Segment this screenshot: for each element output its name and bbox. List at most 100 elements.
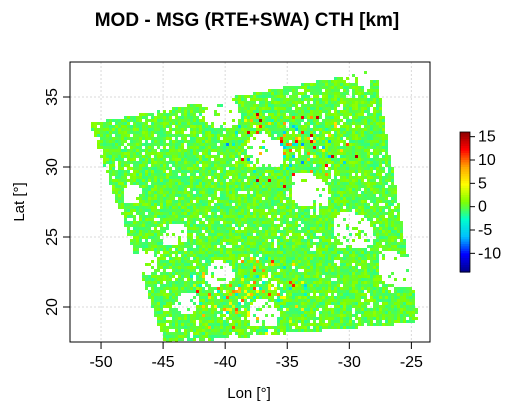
heatmap-cell xyxy=(346,167,349,170)
heatmap-cell xyxy=(298,245,301,248)
heatmap-cell xyxy=(136,122,139,125)
heatmap-cell xyxy=(370,83,373,86)
heatmap-cell xyxy=(352,140,355,143)
heatmap-cell xyxy=(316,272,319,275)
heatmap-cell xyxy=(172,122,175,125)
heatmap-cell xyxy=(352,200,355,203)
heatmap-cell xyxy=(268,173,271,176)
heatmap-cell xyxy=(145,281,148,284)
heatmap-cell xyxy=(397,215,400,218)
heatmap-cell xyxy=(373,134,376,137)
heatmap-cell xyxy=(265,227,268,230)
heatmap-cell xyxy=(259,269,262,272)
heatmap-cell xyxy=(142,212,145,215)
heatmap-cell xyxy=(343,110,346,113)
heatmap-cell xyxy=(325,125,328,128)
heatmap-cell xyxy=(265,239,268,242)
heatmap-cell xyxy=(262,191,265,194)
heatmap-cell xyxy=(376,269,379,272)
heatmap-cell xyxy=(151,152,154,155)
heatmap-cell xyxy=(289,158,292,161)
heatmap-cell xyxy=(157,263,160,266)
heatmap-cell xyxy=(292,206,295,209)
heatmap-cell xyxy=(331,218,334,221)
heatmap-cell xyxy=(262,164,265,167)
heatmap-cell xyxy=(160,203,163,206)
heatmap-cell xyxy=(97,134,100,137)
heatmap-cell xyxy=(178,200,181,203)
heatmap-cell xyxy=(217,227,220,230)
heatmap-cell xyxy=(349,146,352,149)
heatmap-cell xyxy=(160,266,163,269)
heatmap-cell xyxy=(277,224,280,227)
heatmap-cell xyxy=(289,203,292,206)
heatmap-cell xyxy=(250,251,253,254)
heatmap-cell xyxy=(349,173,352,176)
heatmap-cell xyxy=(115,185,118,188)
heatmap-cell xyxy=(142,227,145,230)
heatmap-cell xyxy=(109,176,112,179)
heatmap-cell xyxy=(232,188,235,191)
heatmap-cell xyxy=(319,137,322,140)
heatmap-cell xyxy=(130,140,133,143)
heatmap-cell xyxy=(355,248,358,251)
heatmap-cell xyxy=(367,116,370,119)
heatmap-cell xyxy=(286,257,289,260)
heatmap-cell xyxy=(172,263,175,266)
heatmap-cell xyxy=(241,125,244,128)
heatmap-cell xyxy=(262,206,265,209)
heatmap-cell xyxy=(241,194,244,197)
heatmap-cell xyxy=(187,218,190,221)
heatmap-cell xyxy=(286,140,289,143)
heatmap-cell xyxy=(352,251,355,254)
heatmap-cell xyxy=(325,215,328,218)
heatmap-cell xyxy=(253,113,256,116)
heatmap-cell xyxy=(244,98,247,101)
heatmap-cell xyxy=(121,158,124,161)
heatmap-cell xyxy=(274,137,277,140)
heatmap-cell xyxy=(160,119,163,122)
heatmap-cell xyxy=(172,128,175,131)
heatmap-cell xyxy=(328,191,331,194)
heatmap-cell xyxy=(262,212,265,215)
heatmap-cell xyxy=(199,179,202,182)
heatmap-cell xyxy=(346,200,349,203)
heatmap-cell xyxy=(301,275,304,278)
heatmap-cell xyxy=(250,245,253,248)
heatmap-cell xyxy=(199,170,202,173)
heatmap-cell xyxy=(337,173,340,176)
heatmap-cell xyxy=(151,113,154,116)
heatmap-cell xyxy=(223,170,226,173)
heatmap-cell xyxy=(343,101,346,104)
heatmap-cell xyxy=(337,194,340,197)
heatmap-cell xyxy=(121,167,124,170)
heatmap-cell xyxy=(343,122,346,125)
heatmap-cell xyxy=(172,200,175,203)
heatmap-cell xyxy=(376,80,379,83)
heatmap-cell xyxy=(307,212,310,215)
heatmap-cell xyxy=(367,203,370,206)
heatmap-cell xyxy=(145,125,148,128)
heatmap-cell xyxy=(316,83,319,86)
heatmap-cell xyxy=(124,152,127,155)
heatmap-cell xyxy=(334,215,337,218)
heatmap-cell xyxy=(346,107,349,110)
heatmap-cell xyxy=(316,86,319,89)
heatmap-cell xyxy=(142,275,145,278)
heatmap-cell xyxy=(259,188,262,191)
heatmap-cell xyxy=(259,224,262,227)
heatmap-cell xyxy=(346,272,349,275)
heatmap-cell xyxy=(397,206,400,209)
heatmap-cell xyxy=(214,185,217,188)
heatmap-cell xyxy=(385,146,388,149)
heatmap-cell xyxy=(250,188,253,191)
heatmap-cell xyxy=(340,83,343,86)
heatmap-cell xyxy=(211,248,214,251)
heatmap-cell xyxy=(262,107,265,110)
heatmap-cell xyxy=(277,263,280,266)
heatmap-cell xyxy=(118,134,121,137)
heatmap-cell xyxy=(301,263,304,266)
heatmap-cell xyxy=(238,275,241,278)
heatmap-cell xyxy=(346,269,349,272)
heatmap-cell xyxy=(298,278,301,281)
